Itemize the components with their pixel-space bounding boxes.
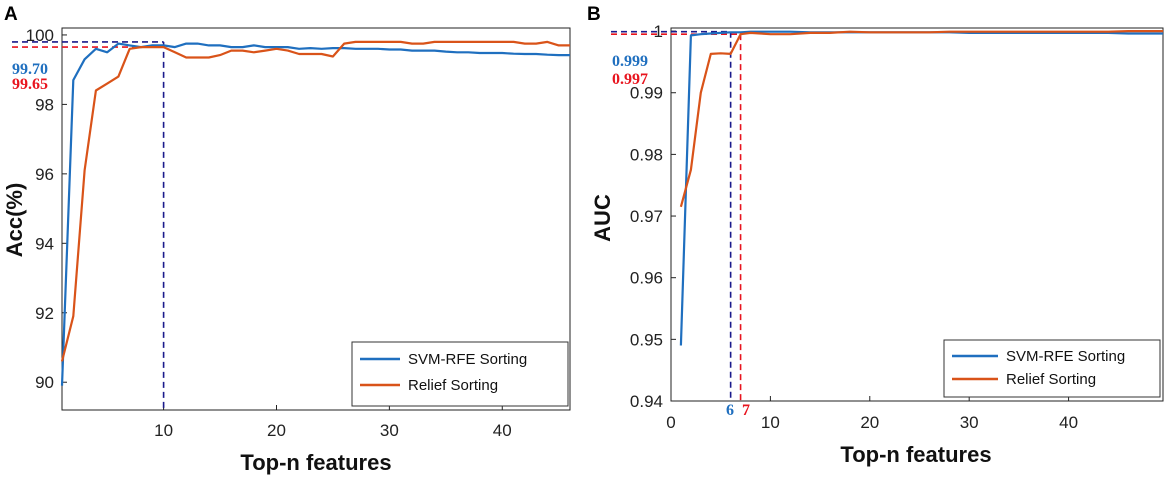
panel-a-letter: A <box>4 4 18 25</box>
panel-a-annotation-relief: 99.65 <box>12 76 48 93</box>
panel-b-x-tick-label: 0 <box>666 413 675 432</box>
panel-a-x-tick-label: 20 <box>267 421 286 440</box>
panel-b-y-tick-label: 0.98 <box>630 145 663 164</box>
panel-a-y-axis-label: Acc(%) <box>2 183 27 258</box>
panel-b-legend-label-relief: Relief Sorting <box>1006 371 1096 388</box>
panel-a-x-tick-label: 30 <box>380 421 399 440</box>
panel-b-x-tick-label: 20 <box>860 413 879 432</box>
panel-b-legend: SVM-RFE Sorting Relief Sorting <box>943 339 1161 398</box>
panel-a-y-tick-label: 98 <box>35 95 54 114</box>
panel-b-y-tick-label: 1 <box>654 22 663 41</box>
panel-a-legend-label-relief: Relief Sorting <box>408 377 498 394</box>
panel-b-annotation-svm: 0.999 <box>612 53 648 70</box>
panel-b-y-tick-label: 0.96 <box>630 269 663 288</box>
panel-a-y-ticks: 90 92 94 96 98 100 <box>26 26 67 392</box>
panel-a-x-tick-label: 40 <box>493 421 512 440</box>
panel-b-series-lines <box>679 30 1163 346</box>
panel-b-x-tick-label: 30 <box>960 413 979 432</box>
panel-b-x-ticks: 0 10 20 30 40 <box>666 396 1078 432</box>
panel-a-x-ticks: 10 20 30 40 <box>154 405 512 440</box>
panel-a-x-tick-label: 10 <box>154 421 173 440</box>
panel-b-y-tick-label: 0.95 <box>630 330 663 349</box>
panel-b-y-ticks: 0.94 0.95 0.96 0.97 0.98 0.99 1 <box>630 22 676 411</box>
panel-a-annotation-svm: 99.70 <box>12 61 48 78</box>
panel-a-legend: SVM-RFE Sorting Relief Sorting <box>351 341 569 407</box>
panel-b-reference-lines <box>611 30 742 401</box>
panel-b-legend-box <box>943 339 1161 398</box>
panel-a-y-tick-label: 90 <box>35 373 54 392</box>
panel-b-annotation-relief: 0.997 <box>612 71 648 88</box>
panel-b-y-tick-label: 0.94 <box>630 392 663 411</box>
panel-b-legend-label-svm: SVM-RFE Sorting <box>1006 348 1125 365</box>
panel-a-series-relief-line <box>60 40 570 362</box>
panel-b: B 0.94 0.95 0.96 0.97 0.98 0.99 1 0 10 20 30 40 0.… <box>587 4 1164 467</box>
panel-a-y-tick-label: 96 <box>35 165 54 184</box>
panel-a-legend-label-svm: SVM-RFE Sorting <box>408 351 527 368</box>
panel-b-x-tick-label: 40 <box>1059 413 1078 432</box>
panel-b-annotation-x-svm: 6 <box>726 402 734 419</box>
panel-a-y-tick-label: 94 <box>35 234 54 253</box>
panel-b-annotation-x-relief: 7 <box>742 402 750 419</box>
panel-b-x-axis-label: Top-n features <box>840 442 991 467</box>
panel-b-y-axis-label: AUC <box>590 194 615 242</box>
panel-a: A 90 92 94 96 98 100 10 20 30 40 99.70 99.65 Top… <box>2 4 571 475</box>
panel-a-reference-lines <box>12 41 165 410</box>
panel-b-y-tick-label: 0.99 <box>630 84 663 103</box>
panel-b-series-svm-rfe-line <box>679 30 1163 346</box>
panel-a-plot-frame <box>61 27 571 411</box>
panel-a-series-lines <box>60 40 570 386</box>
panel-b-y-tick-label: 0.97 <box>630 207 663 226</box>
panel-a-y-tick-label: 100 <box>26 26 54 45</box>
panel-a-x-axis-label: Top-n features <box>240 450 391 475</box>
panel-b-plot-frame <box>670 27 1164 402</box>
panel-a-legend-box <box>351 341 569 407</box>
panel-a-series-svm-rfe-line <box>60 42 570 386</box>
panel-b-letter: B <box>587 4 601 25</box>
panel-b-series-relief-line <box>679 30 1163 208</box>
panel-a-y-tick-label: 92 <box>35 304 54 323</box>
panel-b-x-tick-label: 10 <box>761 413 780 432</box>
